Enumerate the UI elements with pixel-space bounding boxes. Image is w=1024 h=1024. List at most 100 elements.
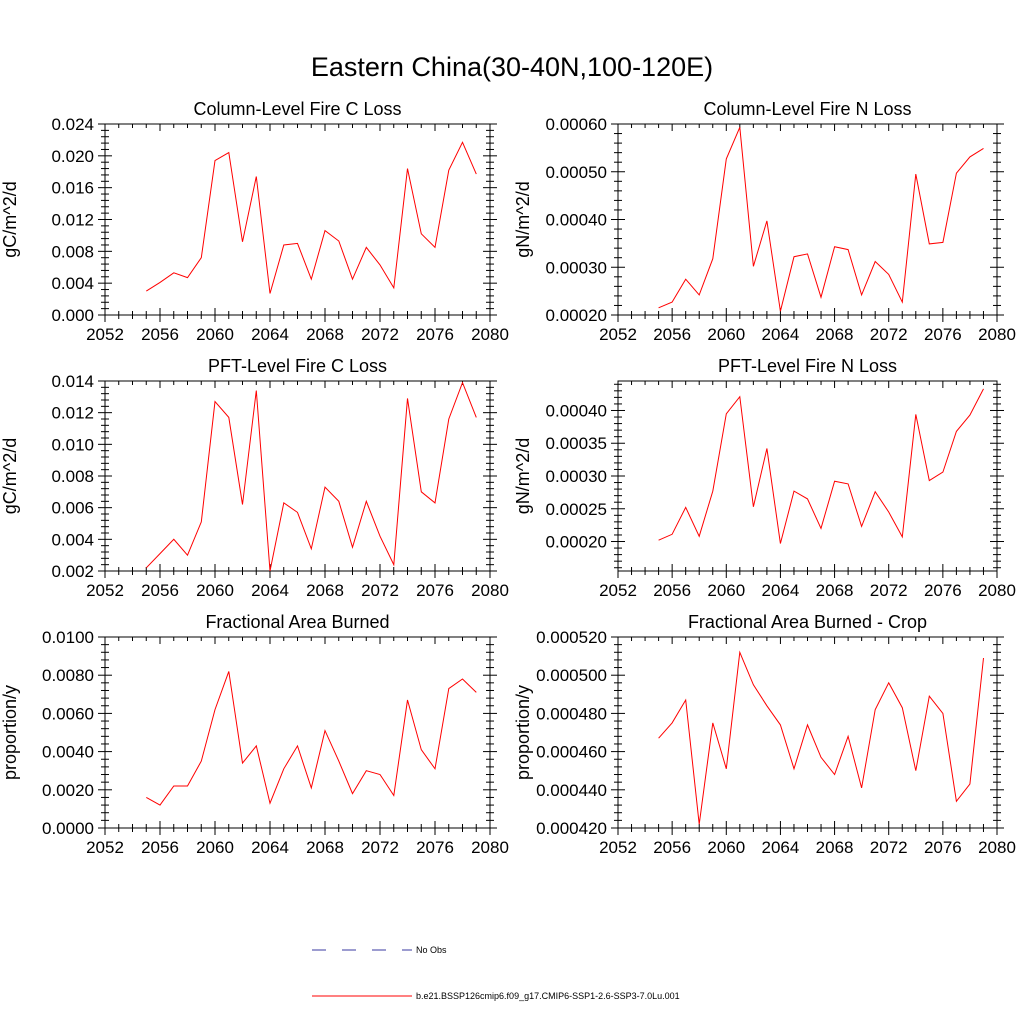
x-tick-label: 2052 bbox=[599, 581, 637, 600]
y-tick-label: 0.000460 bbox=[536, 743, 607, 762]
x-tick-label: 2076 bbox=[924, 325, 962, 344]
x-tick-label: 2068 bbox=[816, 838, 854, 857]
y-tick-label: 0.020 bbox=[51, 147, 94, 166]
chart-panel-1: Column-Level Fire C Loss gC/m^2/d 2052 2056… bbox=[0, 99, 509, 344]
x-tick-label: 2064 bbox=[251, 581, 289, 600]
y-axis-label: gC/m^2/d bbox=[0, 181, 20, 257]
x-tick-label: 2064 bbox=[762, 838, 800, 857]
series-line-1 bbox=[658, 388, 984, 544]
y-tick-label: 0.010 bbox=[51, 435, 94, 454]
x-tick-label: 2052 bbox=[599, 325, 637, 344]
plot-frame bbox=[617, 380, 998, 572]
y-tick-label: 0.024 bbox=[51, 115, 94, 134]
x-tick-label: 2056 bbox=[141, 838, 179, 857]
y-tick-label: 0.00035 bbox=[546, 434, 607, 453]
x-tick-label: 2060 bbox=[707, 325, 745, 344]
x-tick-label: 2056 bbox=[653, 838, 691, 857]
panel-title: Fractional Area Burned bbox=[205, 612, 389, 632]
chart-panel-4: PFT-Level Fire N Loss gN/m^2/d 2052 2056 206… bbox=[513, 356, 1016, 600]
legend-label-no-obs: No Obs bbox=[416, 945, 447, 955]
y-tick-label: 0.014 bbox=[51, 372, 94, 391]
y-tick-label: 0.012 bbox=[51, 404, 94, 423]
x-tick-label: 2052 bbox=[86, 838, 124, 857]
y-tick-label: 0.0040 bbox=[42, 743, 94, 762]
x-tick-label: 2080 bbox=[978, 581, 1016, 600]
y-tick-label: 0.008 bbox=[51, 467, 94, 486]
x-tick-label: 2072 bbox=[870, 325, 908, 344]
y-tick-label: 0.0000 bbox=[42, 819, 94, 838]
x-tick-label: 2080 bbox=[471, 838, 509, 857]
y-tick-label: 0.0020 bbox=[42, 781, 94, 800]
y-tick-label: 0.000420 bbox=[536, 819, 607, 838]
y-axis-label: gC/m^2/d bbox=[0, 438, 20, 514]
x-tick-label: 2052 bbox=[599, 838, 637, 857]
y-tick-label: 0.006 bbox=[51, 499, 94, 518]
legend: No Obs b.e21.BSSP126cmip6.f09_g17.CMIP6-… bbox=[312, 945, 680, 1001]
y-tick-label: 0.00030 bbox=[546, 258, 607, 277]
y-tick-label: 0.002 bbox=[51, 562, 94, 581]
x-tick-label: 2056 bbox=[141, 325, 179, 344]
x-tick-label: 2068 bbox=[306, 581, 344, 600]
y-tick-label: 0.00020 bbox=[546, 533, 607, 552]
y-tick-label: 0.0100 bbox=[42, 628, 94, 647]
y-tick-label: 0.012 bbox=[51, 211, 94, 230]
y-tick-label: 0.00025 bbox=[546, 500, 607, 519]
panel-title: Column-Level Fire C Loss bbox=[193, 99, 401, 119]
y-tick-label: 0.000520 bbox=[536, 628, 607, 647]
chart-panel-2: Column-Level Fire N Loss gN/m^2/d 2052 2056… bbox=[513, 99, 1016, 344]
x-tick-label: 2076 bbox=[924, 581, 962, 600]
x-tick-label: 2076 bbox=[416, 838, 454, 857]
series-line-1 bbox=[146, 141, 477, 294]
x-tick-label: 2068 bbox=[816, 325, 854, 344]
x-tick-label: 2060 bbox=[196, 325, 234, 344]
y-tick-label: 0.004 bbox=[51, 274, 94, 293]
x-tick-label: 2060 bbox=[707, 581, 745, 600]
x-tick-label: 2080 bbox=[471, 581, 509, 600]
series-line-1 bbox=[145, 381, 477, 572]
y-tick-label: 0.008 bbox=[51, 242, 94, 261]
panel-title: PFT-Level Fire N Loss bbox=[718, 356, 897, 376]
x-tick-label: 2068 bbox=[816, 581, 854, 600]
y-tick-label: 0.0060 bbox=[42, 704, 94, 723]
legend-label-case: b.e21.BSSP126cmip6.f09_g17.CMIP6-SSP1-2.… bbox=[416, 991, 680, 1001]
panel-title: Column-Level Fire N Loss bbox=[703, 99, 911, 119]
x-tick-label: 2072 bbox=[361, 325, 399, 344]
x-tick-label: 2064 bbox=[762, 581, 800, 600]
y-axis-label: proportion/y bbox=[513, 685, 533, 780]
x-tick-label: 2060 bbox=[196, 838, 234, 857]
x-tick-label: 2060 bbox=[707, 838, 745, 857]
x-tick-label: 2076 bbox=[416, 325, 454, 344]
x-tick-label: 2056 bbox=[653, 325, 691, 344]
y-tick-label: 0.00040 bbox=[546, 211, 607, 230]
y-tick-label: 0.00060 bbox=[546, 115, 607, 134]
y-tick-label: 0.000500 bbox=[536, 666, 607, 685]
y-tick-label: 0.00050 bbox=[546, 163, 607, 182]
figure-title: Eastern China(30-40N,100-120E) bbox=[311, 52, 713, 82]
x-tick-label: 2068 bbox=[306, 325, 344, 344]
y-tick-label: 0.00020 bbox=[546, 306, 607, 325]
y-axis-label: proportion/y bbox=[0, 685, 20, 780]
x-tick-label: 2076 bbox=[924, 838, 962, 857]
plot-frame bbox=[104, 123, 491, 316]
chart-panel-5: Fractional Area Burned proportion/y 2052 20… bbox=[0, 612, 509, 857]
x-tick-label: 2072 bbox=[361, 838, 399, 857]
x-tick-label: 2064 bbox=[251, 838, 289, 857]
x-tick-label: 2060 bbox=[196, 581, 234, 600]
chart-panel-3: PFT-Level Fire C Loss gC/m^2/d 2052 2056 206… bbox=[0, 356, 509, 600]
y-tick-label: 0.004 bbox=[51, 530, 94, 549]
x-tick-label: 2072 bbox=[870, 581, 908, 600]
plot-frame bbox=[104, 636, 491, 829]
x-tick-label: 2056 bbox=[653, 581, 691, 600]
y-tick-label: 0.00040 bbox=[546, 401, 607, 420]
x-tick-label: 2076 bbox=[416, 581, 454, 600]
y-tick-label: 0.0080 bbox=[42, 666, 94, 685]
plot-frame bbox=[104, 380, 491, 572]
series-line-1 bbox=[658, 127, 984, 312]
x-tick-label: 2080 bbox=[978, 325, 1016, 344]
y-axis-label: gN/m^2/d bbox=[513, 438, 533, 514]
plot-frame bbox=[617, 123, 998, 316]
series-line-1 bbox=[146, 671, 477, 806]
panel-title: PFT-Level Fire C Loss bbox=[208, 356, 387, 376]
chart-panel-6: Fractional Area Burned - Crop proportion/… bbox=[513, 612, 1016, 857]
